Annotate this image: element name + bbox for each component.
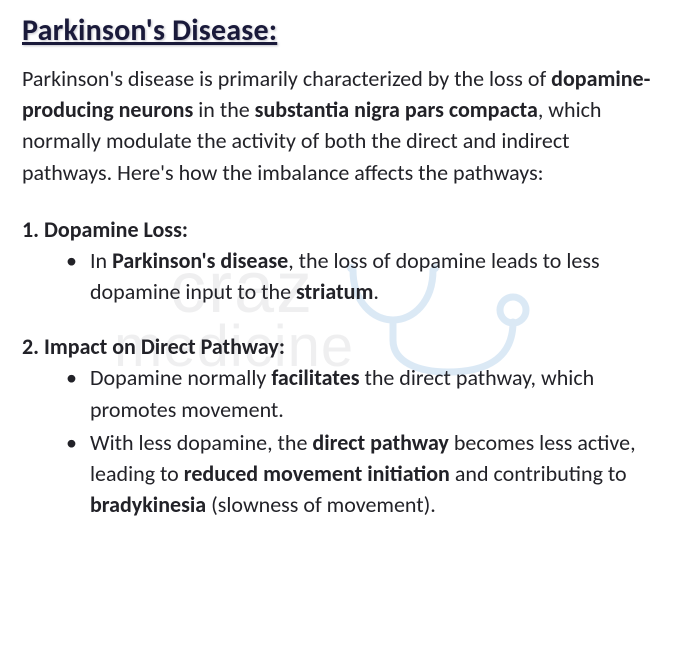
list-item: With less dopamine, the direct pathway b… bbox=[66, 427, 658, 521]
section-title: Dopamine Loss bbox=[44, 216, 182, 243]
bold-text: bradykinesia bbox=[90, 491, 206, 518]
text-run: Dopamine normally bbox=[90, 364, 271, 391]
sections-container: 1. Dopamine Loss:In Parkinson's disease,… bbox=[22, 216, 658, 521]
text-run: With less dopamine, the bbox=[90, 429, 312, 456]
section-title: Impact on Direct Pathway bbox=[44, 333, 279, 360]
text-run: In bbox=[90, 247, 112, 274]
intro-bold: substantia nigra pars compacta bbox=[255, 96, 538, 123]
list-item: Dopamine normally facilitates the direct… bbox=[66, 362, 658, 424]
intro-text: Parkinson's disease is primarily charact… bbox=[22, 65, 551, 92]
section-number: 1. bbox=[22, 216, 44, 243]
bold-text: striatum bbox=[296, 278, 373, 305]
section-number: 2. bbox=[22, 333, 44, 360]
bold-text: reduced movement initiation bbox=[184, 460, 450, 487]
document-body: Parkinson's Disease: Parkinson's disease… bbox=[22, 12, 658, 521]
text-run: (slowness of movement). bbox=[206, 491, 436, 518]
section-heading: 1. Dopamine Loss: bbox=[22, 216, 658, 243]
section-heading: 2. Impact on Direct Pathway: bbox=[22, 333, 658, 360]
bullet-list: In Parkinson's disease, the loss of dopa… bbox=[66, 245, 658, 307]
bold-text: Parkinson's disease bbox=[112, 247, 288, 274]
bold-text: direct pathway bbox=[312, 429, 448, 456]
bullet-list: Dopamine normally facilitates the direct… bbox=[66, 362, 658, 520]
page-title: Parkinson's Disease: bbox=[22, 12, 658, 49]
intro-paragraph: Parkinson's disease is primarily charact… bbox=[22, 63, 658, 188]
text-run: and contributing to bbox=[450, 460, 627, 487]
list-item: In Parkinson's disease, the loss of dopa… bbox=[66, 245, 658, 307]
intro-text: in the bbox=[193, 96, 254, 123]
bold-text: facilitates bbox=[271, 364, 359, 391]
text-run: . bbox=[373, 278, 379, 305]
